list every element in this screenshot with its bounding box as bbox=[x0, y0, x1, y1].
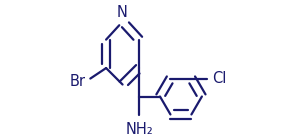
Text: Cl: Cl bbox=[212, 71, 226, 86]
Text: N: N bbox=[117, 5, 128, 20]
Text: NH₂: NH₂ bbox=[125, 122, 153, 137]
Text: Br: Br bbox=[69, 74, 85, 89]
